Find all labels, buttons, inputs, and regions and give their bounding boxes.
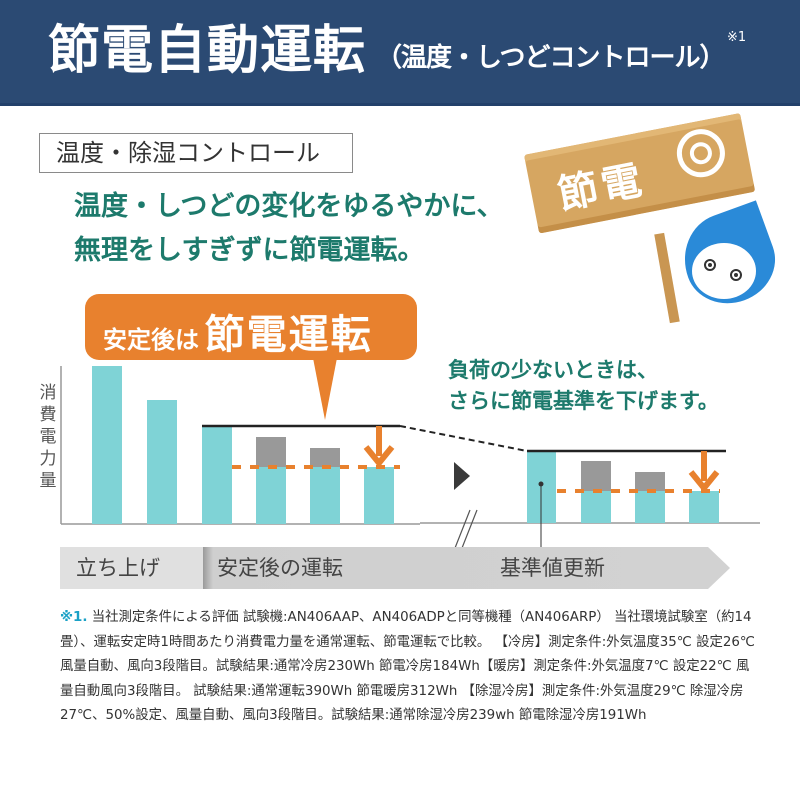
bar: [635, 491, 665, 523]
eye-icon: [730, 269, 742, 281]
bar: [689, 491, 719, 523]
saved-segment: [310, 448, 340, 467]
bars: [92, 366, 719, 524]
baseline-link: [399, 425, 528, 452]
page-title: 節電自動運転: [48, 21, 367, 81]
phase-stable-label: 安定後の運転: [217, 556, 343, 580]
page-subtitle: （温度・しつどコントロール）: [376, 43, 725, 73]
callout-tail: [313, 358, 337, 420]
callout-small: 安定後は: [103, 326, 199, 354]
bar: [581, 491, 611, 523]
eye-icon: [704, 259, 716, 271]
footnote: ※1. 当社測定条件による評価 試験機:AN406AAP、AN406ADPと同等…: [60, 606, 760, 729]
bar: [92, 366, 122, 524]
timeline-arrow-head: [708, 547, 730, 589]
footnote-mark: ※1.: [60, 610, 88, 625]
bar: [310, 467, 340, 524]
water-drop-mascot: [671, 200, 787, 316]
phase-startup: 立ち上げ: [60, 547, 203, 589]
axis-break-icon: [461, 509, 478, 549]
bar: [202, 426, 232, 524]
power-chart: [60, 366, 760, 555]
bar: [364, 467, 394, 524]
right-note: 負荷の少ないときは、 さらに節電基準を下げます。: [448, 355, 719, 417]
right-note-line-2: さらに節電基準を下げます。: [448, 389, 719, 413]
saved-segment: [256, 437, 286, 467]
down-arrow-icon: [363, 426, 395, 468]
right-note-line-1: 負荷の少ないときは、: [448, 358, 658, 382]
lead-line-2: 無理をしすぎずに節電運転。: [74, 235, 425, 266]
mascot-face: [692, 243, 756, 299]
mascot-illustration: 節電: [524, 113, 787, 333]
callout-bubble: 安定後は 節電運転: [85, 294, 417, 360]
y-axis-label: 消費電力量: [39, 383, 57, 491]
phase-stable: 安定後の運転 基準値更新: [203, 547, 708, 589]
phase-update-label: 基準値更新: [500, 556, 605, 580]
footnote-text: 当社測定条件による評価 試験機:AN406AAP、AN406ADPと同等機種（A…: [60, 610, 755, 723]
bar: [147, 400, 177, 524]
callout-big: 節電運転: [204, 312, 373, 358]
lead-text: 温度・しつどの変化をゆるやかに、 無理をしすぎずに節電運転。: [74, 185, 504, 273]
saved-segment: [635, 472, 665, 491]
next-arrow-icon: [454, 462, 470, 490]
header-banner: 節電自動運転 （温度・しつどコントロール） ※1: [0, 0, 800, 106]
lead-line-1: 温度・しつどの変化をゆるやかに、: [74, 191, 504, 222]
axis-break-icon: [454, 509, 471, 549]
down-arrow-icon: [688, 451, 720, 493]
saved-segment: [581, 461, 611, 491]
section-label: 温度・除湿コントロール: [39, 133, 353, 173]
footnote-ref: ※1: [727, 30, 747, 45]
bar: [256, 467, 286, 524]
